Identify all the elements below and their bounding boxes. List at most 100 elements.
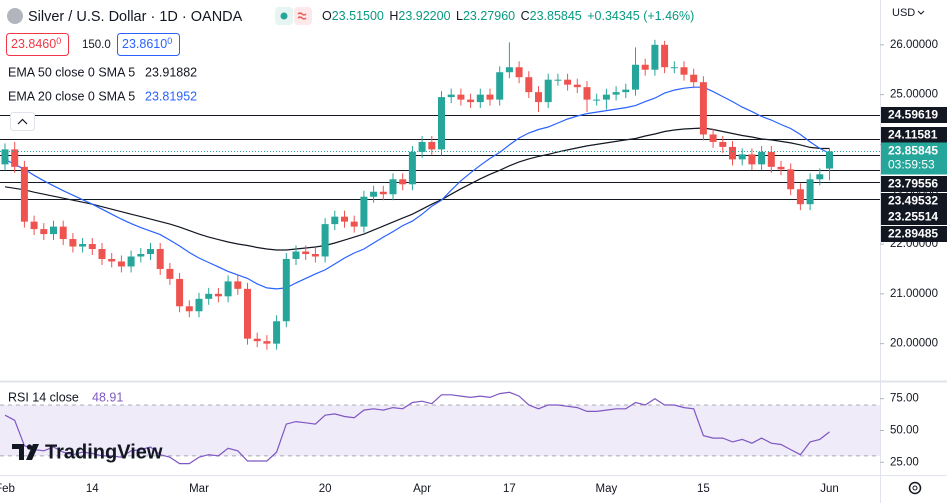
indicator-value: 23.91882 xyxy=(145,65,197,79)
candle-body xyxy=(389,179,397,195)
candle-body xyxy=(244,288,251,339)
candle-body xyxy=(205,293,213,299)
candle-body xyxy=(214,293,222,297)
candle-body xyxy=(1,149,9,165)
candle-body xyxy=(185,306,193,312)
status-dot xyxy=(280,12,288,20)
rsi-pane xyxy=(0,391,880,465)
ask-price: 23.86100 xyxy=(122,36,172,51)
candle-body xyxy=(699,82,707,135)
x-tick-label: Mar xyxy=(189,483,209,495)
indicator-name: EMA 20 close 0 SMA 5 xyxy=(8,89,135,103)
candle-body xyxy=(273,321,281,344)
candle-body xyxy=(573,84,581,88)
candle-body xyxy=(748,154,756,165)
candle-body xyxy=(641,64,649,70)
candle-body xyxy=(796,189,804,205)
candle-body xyxy=(108,258,116,262)
candle-body xyxy=(583,87,591,100)
level-label-box xyxy=(881,127,947,143)
candle-body xyxy=(418,141,426,152)
ema-line xyxy=(4,86,830,290)
candle-body xyxy=(505,67,513,73)
candle-body xyxy=(127,256,135,267)
candle-body xyxy=(40,229,48,235)
symbol-icon xyxy=(7,8,23,24)
candle-body xyxy=(350,221,358,227)
candle-body xyxy=(544,79,552,103)
settings-button[interactable] xyxy=(908,481,922,495)
candle-body xyxy=(651,44,659,70)
buy-button[interactable] xyxy=(117,33,180,56)
candle-body xyxy=(360,196,368,227)
bid-pip: 0 xyxy=(56,36,61,46)
main-pane xyxy=(0,39,880,350)
candle-body xyxy=(767,151,775,167)
candle-body xyxy=(176,278,184,307)
ask-pip: 0 xyxy=(167,36,172,46)
candle-body xyxy=(758,151,766,165)
x-tick-label: 20 xyxy=(319,483,332,495)
x-tick-label: 15 xyxy=(697,483,710,495)
y-tick-label: 20.00000 xyxy=(890,338,938,350)
candle-body xyxy=(690,74,698,83)
collapse-button[interactable] xyxy=(10,112,35,131)
sell-button[interactable] xyxy=(6,33,69,56)
time-axis: Feb 14 Mar 20 Apr 17 May 15 Jun xyxy=(0,483,839,495)
candle-body xyxy=(496,72,504,100)
candle-body xyxy=(30,221,38,230)
y-tick-label: 25.00 xyxy=(890,456,919,468)
candle-body xyxy=(438,97,445,150)
delay-status[interactable] xyxy=(294,7,312,25)
candle-body xyxy=(564,79,572,85)
candle-body xyxy=(253,338,261,342)
candle-body xyxy=(195,298,203,312)
candle-body xyxy=(11,149,19,167)
rsi-title: RSI 14 close xyxy=(8,390,79,404)
level-label: 23.79556 xyxy=(888,177,938,191)
candle-body xyxy=(661,44,669,68)
candle-body xyxy=(117,261,125,267)
candle-body xyxy=(88,244,96,250)
candle-body xyxy=(826,151,833,169)
last-price-label: 23.85845 xyxy=(888,144,938,158)
candle-body xyxy=(719,141,727,147)
price-axis: 20.0000021.0000022.0000023.0000024.00000… xyxy=(880,39,947,468)
candle-body xyxy=(302,251,310,254)
brand-logo-dot xyxy=(26,444,33,450)
level-label: 24.11581 xyxy=(888,128,938,142)
y-tick-label: 25.00000 xyxy=(890,89,938,101)
candle-body xyxy=(457,94,465,100)
candle-body xyxy=(816,174,824,180)
indicator-name: EMA 50 close 0 SMA 5 xyxy=(8,65,135,79)
candle-body xyxy=(282,258,290,322)
currency-chevron xyxy=(917,10,925,15)
candle-body xyxy=(738,154,746,160)
ohlc-label: L xyxy=(456,9,463,23)
level-label: 24.59619 xyxy=(888,108,938,122)
candle-body xyxy=(535,92,542,103)
candle-body xyxy=(467,99,475,103)
brand-logo xyxy=(12,444,39,460)
y-tick-label: 50.00 xyxy=(890,425,919,437)
ohlc-label: C xyxy=(521,9,530,23)
last-price-box xyxy=(881,142,947,175)
y-tick-label: 75.00 xyxy=(890,393,919,405)
x-tick-label: 14 xyxy=(86,483,99,495)
y-tick-label: 26.00000 xyxy=(890,39,938,51)
candle-body xyxy=(525,77,533,93)
candle-body xyxy=(79,244,87,247)
spread: 150.0 xyxy=(82,39,111,51)
candle-body xyxy=(622,89,630,93)
currency[interactable]: USD xyxy=(892,7,915,19)
ohlc-label: O xyxy=(322,9,332,23)
candle-body xyxy=(399,179,407,185)
indicator-value: 23.81952 xyxy=(145,89,197,103)
change: +0.34345 (+1.46%) xyxy=(587,9,694,23)
gear-center xyxy=(912,485,918,491)
candle-body xyxy=(787,169,795,190)
gear-icon xyxy=(908,481,922,495)
level-label-box xyxy=(881,193,947,209)
candle-body xyxy=(447,94,455,98)
